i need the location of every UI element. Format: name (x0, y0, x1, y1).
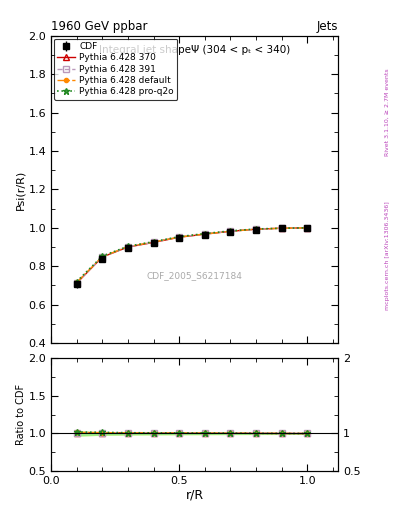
Text: Jets: Jets (316, 20, 338, 33)
Pythia 6.428 default (279, 225, 284, 231)
Pythia 6.428 391 (279, 225, 284, 231)
Pythia 6.428 pro-q2o (202, 230, 207, 237)
Text: Rivet 3.1.10, ≥ 2.7M events: Rivet 3.1.10, ≥ 2.7M events (385, 69, 389, 157)
Pythia 6.428 391 (253, 226, 258, 232)
Pythia 6.428 391 (177, 234, 182, 240)
Line: Pythia 6.428 391: Pythia 6.428 391 (74, 225, 310, 286)
Text: CDF_2005_S6217184: CDF_2005_S6217184 (147, 271, 242, 280)
Text: 1960 GeV ppbar: 1960 GeV ppbar (51, 20, 148, 33)
Line: Pythia 6.428 370: Pythia 6.428 370 (74, 225, 310, 286)
Pythia 6.428 pro-q2o (100, 253, 105, 259)
Pythia 6.428 391 (151, 239, 156, 245)
Pythia 6.428 default (228, 228, 233, 234)
Pythia 6.428 370 (126, 244, 130, 250)
Pythia 6.428 370 (202, 231, 207, 237)
Y-axis label: Psi(r/R): Psi(r/R) (16, 169, 26, 209)
Pythia 6.428 pro-q2o (279, 225, 284, 231)
Pythia 6.428 pro-q2o (228, 228, 233, 234)
Pythia 6.428 pro-q2o (151, 239, 156, 245)
Pythia 6.428 391 (126, 244, 130, 250)
Pythia 6.428 default (177, 234, 182, 240)
Pythia 6.428 391 (100, 254, 105, 260)
Pythia 6.428 default (253, 226, 258, 232)
Pythia 6.428 pro-q2o (253, 226, 258, 232)
Y-axis label: Ratio to CDF: Ratio to CDF (16, 384, 26, 445)
Pythia 6.428 370 (228, 228, 233, 234)
Line: Pythia 6.428 default: Pythia 6.428 default (75, 226, 309, 285)
Pythia 6.428 default (100, 253, 105, 260)
Pythia 6.428 pro-q2o (126, 243, 130, 249)
Pythia 6.428 default (151, 239, 156, 245)
Pythia 6.428 pro-q2o (74, 279, 79, 285)
Pythia 6.428 370 (74, 280, 79, 286)
Line: Pythia 6.428 pro-q2o: Pythia 6.428 pro-q2o (73, 224, 311, 285)
Pythia 6.428 pro-q2o (177, 233, 182, 240)
Pythia 6.428 370 (177, 234, 182, 240)
Pythia 6.428 370 (305, 225, 310, 231)
Pythia 6.428 391 (228, 228, 233, 234)
Pythia 6.428 default (74, 280, 79, 286)
Pythia 6.428 391 (74, 280, 79, 286)
X-axis label: r/R: r/R (185, 488, 204, 502)
Pythia 6.428 370 (253, 226, 258, 232)
Legend: CDF, Pythia 6.428 370, Pythia 6.428 391, Pythia 6.428 default, Pythia 6.428 pro-: CDF, Pythia 6.428 370, Pythia 6.428 391,… (54, 38, 177, 100)
Pythia 6.428 pro-q2o (305, 225, 310, 231)
Pythia 6.428 370 (100, 254, 105, 260)
Pythia 6.428 default (126, 244, 130, 250)
Pythia 6.428 default (202, 231, 207, 237)
Pythia 6.428 370 (279, 225, 284, 231)
Pythia 6.428 default (305, 225, 310, 231)
Pythia 6.428 391 (202, 231, 207, 237)
Pythia 6.428 370 (151, 240, 156, 246)
Text: mcplots.cern.ch [arXiv:1306.3436]: mcplots.cern.ch [arXiv:1306.3436] (385, 202, 389, 310)
Text: Integral jet shapeΨ (304 < pₜ < 340): Integral jet shapeΨ (304 < pₜ < 340) (99, 45, 290, 55)
Pythia 6.428 391 (305, 225, 310, 231)
